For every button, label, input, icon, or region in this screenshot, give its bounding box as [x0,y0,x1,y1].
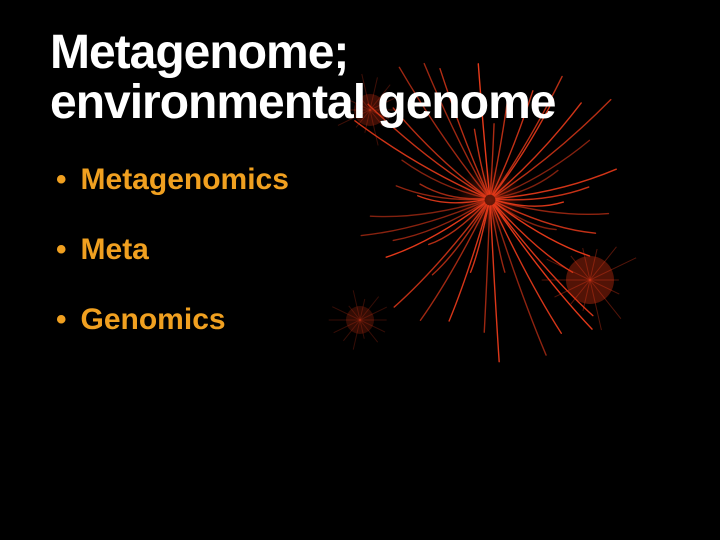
bullet-label: Meta [81,233,149,267]
title-line-2: environmental genome [50,76,555,129]
bullet-label: Genomics [81,303,226,337]
bullet-icon: • [56,233,67,267]
bullet-icon: • [56,163,67,197]
bullet-list: • Metagenomics • Meta • Genomics [56,163,670,337]
slide-title: Metagenome; environmental genome [50,28,670,129]
list-item: • Metagenomics [56,163,670,197]
list-item: • Genomics [56,303,670,337]
bullet-label: Metagenomics [81,163,289,197]
bullet-icon: • [56,303,67,337]
slide-content: Metagenome; environmental genome • Metag… [0,0,720,337]
list-item: • Meta [56,233,670,267]
title-line-1: Metagenome; [50,26,348,79]
